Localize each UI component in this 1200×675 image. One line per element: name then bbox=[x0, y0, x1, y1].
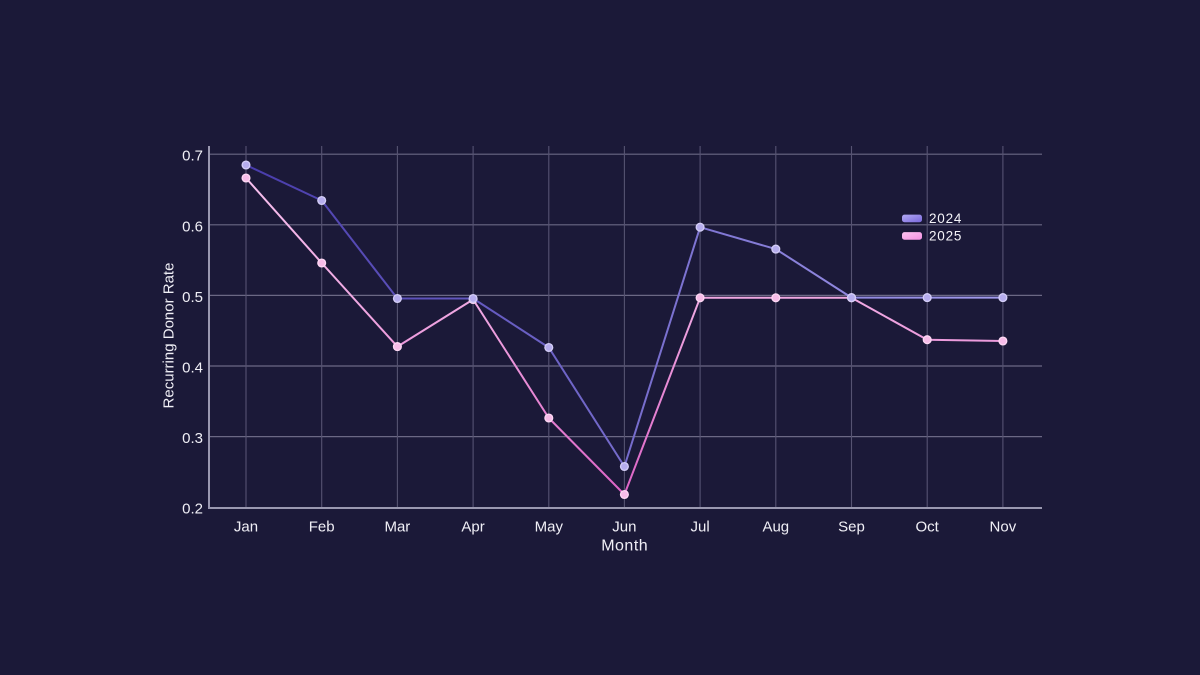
svg-text:Recurring Donor Rate: Recurring Donor Rate bbox=[161, 263, 178, 409]
svg-text:0.6: 0.6 bbox=[182, 218, 203, 235]
svg-text:May: May bbox=[535, 519, 564, 536]
svg-text:0.3: 0.3 bbox=[182, 430, 203, 447]
svg-text:2024: 2024 bbox=[929, 211, 962, 226]
svg-text:Jul: Jul bbox=[691, 519, 710, 536]
svg-text:2025: 2025 bbox=[929, 229, 962, 244]
svg-text:Nov: Nov bbox=[990, 519, 1017, 536]
svg-text:Oct: Oct bbox=[916, 519, 940, 536]
svg-text:Feb: Feb bbox=[309, 519, 335, 536]
svg-text:Apr: Apr bbox=[461, 519, 484, 536]
svg-text:Jan: Jan bbox=[234, 519, 258, 536]
svg-text:Sep: Sep bbox=[838, 519, 865, 536]
svg-text:0.7: 0.7 bbox=[182, 148, 203, 165]
svg-text:Aug: Aug bbox=[762, 519, 789, 536]
svg-text:Month: Month bbox=[601, 538, 648, 555]
svg-text:0.5: 0.5 bbox=[182, 289, 203, 306]
svg-text:0.4: 0.4 bbox=[182, 360, 203, 377]
svg-text:Mar: Mar bbox=[384, 519, 410, 536]
svg-text:Jun: Jun bbox=[612, 519, 636, 536]
svg-text:0.2: 0.2 bbox=[182, 501, 203, 518]
